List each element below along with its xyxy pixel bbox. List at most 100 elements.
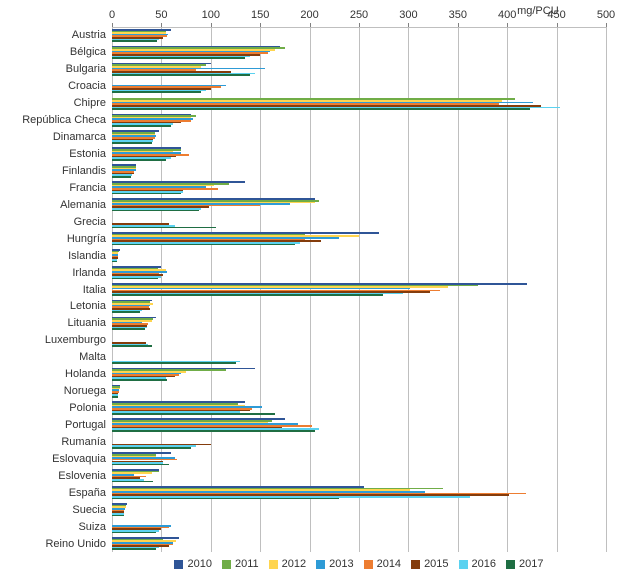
tick-mark [359, 23, 360, 27]
category-label: Austria [0, 29, 106, 41]
bar [112, 362, 236, 364]
x-tick-label: 450 [547, 9, 565, 21]
bar [112, 176, 131, 178]
category-label: Italia [0, 284, 106, 296]
bar [112, 74, 250, 76]
legend-item: 2011 [222, 558, 259, 570]
category-label: Reino Unido [0, 538, 106, 550]
category-label: Estonia [0, 148, 106, 160]
legend-label: 2017 [519, 558, 543, 570]
category-label: Finlandis [0, 165, 106, 177]
bar [112, 345, 152, 347]
tick-mark [408, 23, 409, 27]
bar [112, 159, 166, 161]
tick-mark [260, 23, 261, 27]
legend-item: 2013 [316, 558, 353, 570]
bar [112, 108, 530, 110]
bar [112, 481, 153, 483]
bar [112, 548, 156, 550]
bar [112, 464, 169, 466]
category-label: Bulgaria [0, 63, 106, 75]
category-label: Eslovaquia [0, 453, 106, 465]
legend-item: 2012 [269, 558, 306, 570]
category-label: República Checa [0, 114, 106, 126]
legend-swatch [316, 560, 325, 569]
bar [112, 328, 145, 330]
legend-item: 2017 [506, 558, 543, 570]
legend: 2010 2011 2012 2013 2014 2015 2016 2017 [112, 558, 606, 570]
category-label: Croacia [0, 80, 106, 92]
tick-mark [458, 23, 459, 27]
category-label: Grecia [0, 216, 106, 228]
legend-label: 2010 [187, 558, 211, 570]
category-label: Luxemburgo [0, 334, 106, 346]
category-label: Eslovenia [0, 470, 106, 482]
legend-swatch [269, 560, 278, 569]
bar [112, 227, 216, 229]
tick-mark [211, 23, 212, 27]
bar [112, 294, 383, 296]
x-tick-label: 100 [202, 9, 220, 21]
bar [112, 430, 315, 432]
category-label: Islandia [0, 250, 106, 262]
bar [112, 515, 124, 517]
x-tick-label: 350 [449, 9, 467, 21]
bar [112, 210, 199, 212]
category-label: Polonia [0, 402, 106, 414]
category-label: España [0, 487, 106, 499]
bar [112, 193, 181, 195]
legend-item: 2010 [174, 558, 211, 570]
bar [112, 278, 158, 280]
legend-label: 2013 [329, 558, 353, 570]
category-label: Bélgica [0, 46, 106, 58]
legend-swatch [222, 560, 231, 569]
category-label: Francia [0, 182, 106, 194]
legend-label: 2011 [235, 558, 259, 570]
bar [112, 379, 167, 381]
legend-item: 2015 [411, 558, 448, 570]
x-tick-label: 50 [155, 9, 167, 21]
category-label: Malta [0, 351, 106, 363]
legend-label: 2015 [424, 558, 448, 570]
bar [112, 40, 157, 42]
x-tick-label: 150 [251, 9, 269, 21]
bar [112, 125, 171, 127]
category-label: Holanda [0, 368, 106, 380]
x-tick-label: 300 [399, 9, 417, 21]
legend-label: 2014 [377, 558, 401, 570]
legend-item: 2016 [459, 558, 496, 570]
x-tick-label: 200 [300, 9, 318, 21]
bar [112, 447, 191, 449]
tick-mark [310, 23, 311, 27]
legend-label: 2012 [282, 558, 306, 570]
gridline [606, 27, 607, 552]
tick-mark [161, 23, 162, 27]
x-tick-label: 500 [597, 9, 615, 21]
category-label: Hungría [0, 233, 106, 245]
bar [112, 498, 339, 500]
x-tick-label: 250 [350, 9, 368, 21]
legend-swatch [459, 560, 468, 569]
tick-mark [507, 23, 508, 27]
category-label: Lituania [0, 317, 106, 329]
bar [112, 396, 118, 398]
legend-swatch [364, 560, 373, 569]
legend-label: 2016 [472, 558, 496, 570]
category-label: Suiza [0, 521, 106, 533]
category-label: Dinamarca [0, 131, 106, 143]
x-tick-label: 400 [498, 9, 516, 21]
bar [112, 532, 156, 534]
bar [112, 244, 295, 246]
tick-mark [606, 23, 607, 27]
legend-swatch [411, 560, 420, 569]
category-label: Alemania [0, 199, 106, 211]
category-label: Suecia [0, 504, 106, 516]
category-label: Noruega [0, 385, 106, 397]
x-tick-label: 0 [109, 9, 115, 21]
category-label: Chipre [0, 97, 106, 109]
legend-swatch [174, 560, 183, 569]
bar [112, 57, 245, 59]
category-label: Portugal [0, 419, 106, 431]
bar [112, 261, 117, 263]
bar [112, 91, 201, 93]
